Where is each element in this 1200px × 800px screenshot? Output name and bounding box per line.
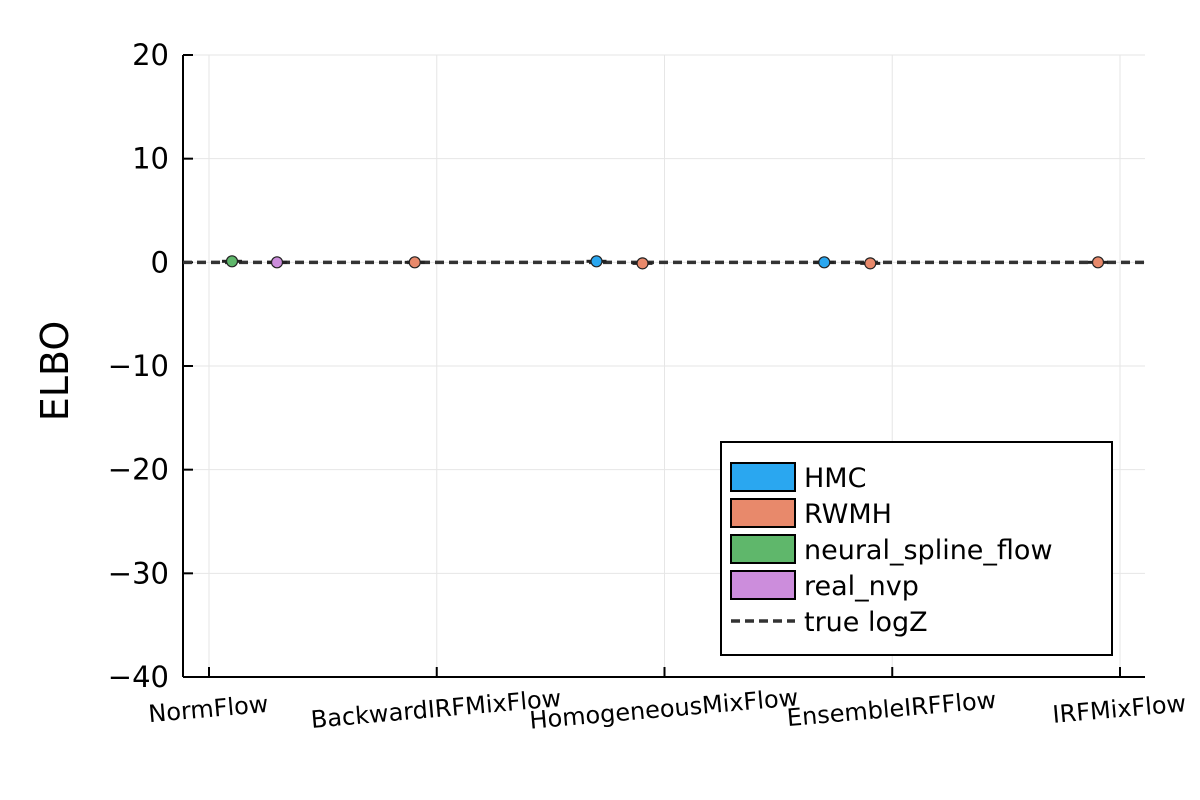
legend-label: HMC — [804, 463, 866, 494]
data-point-real-nvp — [270, 256, 284, 269]
data-point-HMC — [818, 256, 831, 269]
legend-label: neural_spline_flow — [804, 535, 1053, 566]
x-tick-label: BackwardIRFMixFlow — [310, 684, 563, 734]
legend-swatch-neural-spline-flow — [730, 534, 796, 564]
data-point-RWMH — [408, 256, 421, 269]
axes — [182, 54, 1145, 678]
y-tick-label: −10 — [108, 349, 169, 383]
y-tick-label: 0 — [151, 245, 169, 279]
x-tick-labels: NormFlow BackwardIRFMixFlowHomogeneousMix… — [147, 683, 1187, 734]
y-tick-label: −30 — [108, 556, 169, 590]
y-tick-label: −20 — [108, 453, 169, 487]
legend-swatch-real-nvp — [730, 570, 796, 600]
data-points — [222, 255, 1108, 270]
legend-swatch-RWMH — [730, 498, 796, 528]
y-tick-label: −40 — [108, 660, 169, 694]
y-tick-labels: 20 10 0 −10 −20 −30 −40 — [108, 38, 169, 694]
legend-label: real_nvp — [804, 571, 919, 602]
data-point-RWMH — [636, 257, 649, 270]
x-tick-label: HomogeneousMixFlow — [528, 683, 799, 734]
legend-swatch-HMC — [730, 462, 796, 492]
x-tick-label: NormFlow — [147, 690, 269, 728]
data-point-HMC — [590, 255, 603, 268]
data-point-neural-spline-flow — [225, 255, 239, 268]
y-tick-label: 20 — [132, 38, 169, 72]
y-axis-title: ELBO — [33, 321, 77, 422]
x-tick-label: IRFMixFlow — [1051, 689, 1187, 729]
data-point-RWMH — [1091, 256, 1105, 269]
x-tick-label: EnsembleIRFFlow — [786, 686, 998, 732]
y-tick-label: 10 — [132, 142, 169, 176]
data-point-RWMH — [864, 257, 877, 270]
legend-label: RWMH — [804, 499, 892, 530]
legend-label: true logZ — [804, 607, 928, 638]
